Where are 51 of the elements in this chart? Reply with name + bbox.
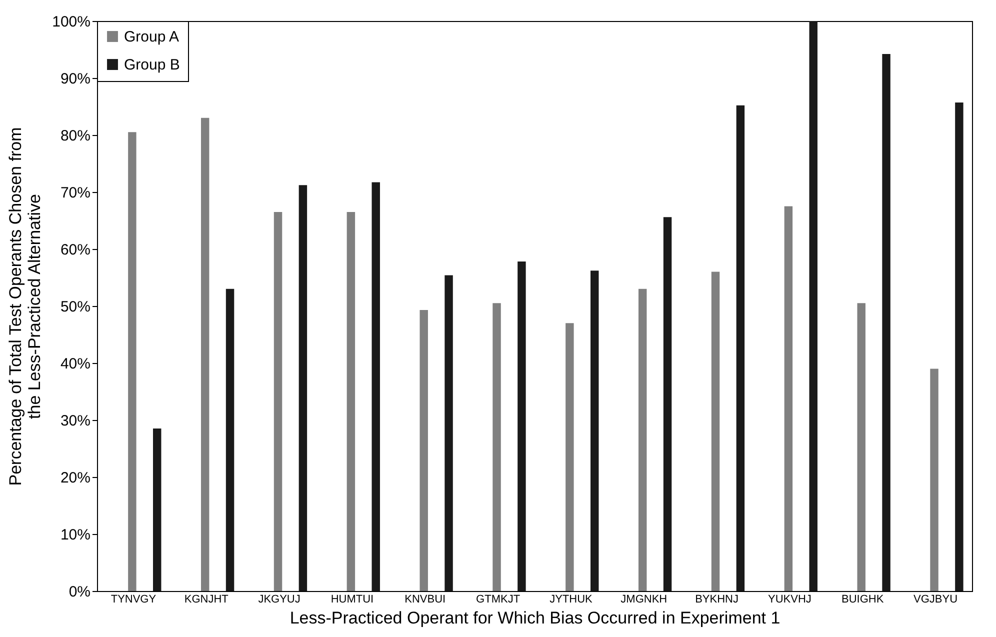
bar [226,288,234,591]
bar [518,262,526,591]
bar [128,132,136,591]
bar [444,275,453,591]
bar [298,185,308,591]
y-axis-title: Percentage of Total Test Operants Chosen from the Less-Practiced Alternative [6,127,44,486]
y-tick-label: 0% [68,584,90,600]
bar [638,288,647,591]
bar [663,217,672,591]
y-tick-label: 30% [60,412,90,430]
bar [420,310,428,591]
bar [274,212,282,591]
bar [857,303,866,591]
bar [930,368,938,591]
bar [809,21,818,591]
x-tick-label: KGNJHT [184,594,229,606]
bar [200,118,210,591]
legend-label: Group B [124,56,180,74]
y-tick-label: 90% [60,70,90,88]
bar [372,182,380,591]
y-tick-label: 10% [60,526,90,544]
bar [346,212,356,591]
x-tick-label: JMGNKH [620,594,668,606]
x-tick-label: YUKVHJ [768,594,812,606]
bar [784,206,793,591]
bar [566,323,574,591]
y-tick-label: 20% [60,470,90,486]
y-tick-label: 60% [60,242,90,258]
bar [711,272,720,591]
x-tick-label: HUMTUI [330,594,374,606]
y-tick-label: 50% [60,298,90,316]
legend-label: Group A [124,28,180,46]
x-tick-label: JYTHUK [550,594,594,606]
x-tick-label: KNVBUI [404,594,446,606]
x-tick-label: BYKHNJ [695,594,738,606]
bar [955,102,964,591]
x-tick-label: JKGYUJ [258,594,300,606]
y-tick-label: 70% [60,184,90,202]
x-tick-label: BUIGHK [842,594,884,606]
x-tick-label: TYNVGY [110,594,157,606]
bar [736,105,745,591]
bar [882,54,890,591]
x-tick-label: GTMKJT [476,594,520,606]
x-axis-title: Less-Practiced Operant for Which Bias Occurred in Experiment 1 [290,608,780,628]
y-tick-label: 100% [52,14,90,30]
x-tick-label: VGJBYU [914,594,958,606]
bar [492,303,501,591]
y-tick-label: 80% [60,128,90,144]
y-tick-label: 40% [60,356,90,372]
bar [590,270,599,591]
bar [153,428,162,591]
